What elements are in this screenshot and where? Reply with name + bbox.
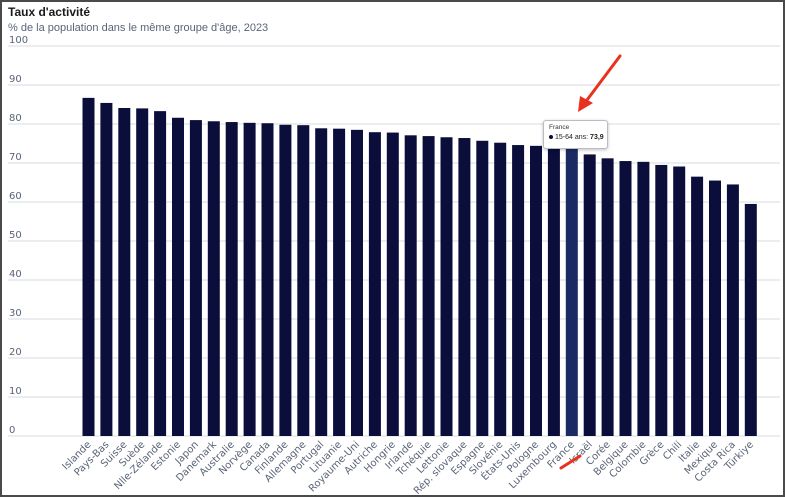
- bar-japon[interactable]: [189, 120, 202, 436]
- bar-autriche[interactable]: [368, 132, 381, 436]
- bar-allemagne[interactable]: [297, 125, 310, 437]
- y-tick-label: 90: [9, 74, 22, 85]
- bar-estonie[interactable]: [172, 117, 184, 436]
- bar-belgique[interactable]: [619, 161, 632, 437]
- bar-cor-e[interactable]: [601, 158, 614, 436]
- y-tick-label: 100: [9, 35, 28, 46]
- y-tick-label: 70: [9, 152, 22, 163]
- bar-su-de[interactable]: [136, 108, 149, 437]
- bar-gr-ce[interactable]: [655, 164, 668, 436]
- bar-nlle-z-lande[interactable]: [154, 111, 167, 436]
- y-tick-label: 20: [9, 347, 22, 358]
- bar-pays-bas[interactable]: [100, 102, 113, 436]
- bar-suisse[interactable]: [118, 108, 131, 436]
- bar-islande[interactable]: [82, 97, 95, 437]
- bar-espagne[interactable]: [476, 140, 489, 436]
- y-tick-label: 40: [9, 269, 22, 280]
- bar-pologne[interactable]: [530, 145, 542, 436]
- bar-irlande[interactable]: [404, 135, 417, 436]
- bar-colombie[interactable]: [637, 161, 650, 436]
- y-tick-label: 30: [9, 308, 22, 319]
- bar-t-rkiye[interactable]: [744, 203, 757, 436]
- chart-title: Taux d'activité: [8, 5, 90, 19]
- bar-italie[interactable]: [691, 176, 704, 436]
- annotation-underline: [559, 454, 582, 470]
- bar-canada[interactable]: [261, 123, 274, 436]
- bar-norv-ge[interactable]: [243, 122, 256, 436]
- y-axis-ticks: 0 10 20 30 40 50 60 70 80 90 100: [9, 35, 28, 436]
- annotations: [559, 54, 622, 470]
- bar-france[interactable]: [565, 147, 578, 437]
- bar-danemark[interactable]: [207, 121, 220, 437]
- y-tick-label: 10: [9, 386, 22, 397]
- bar-australie[interactable]: [225, 122, 238, 437]
- tooltip-value: 73,9: [590, 134, 604, 141]
- tooltip-series-label: 15-64 ans:: [555, 134, 589, 141]
- x-axis-labels: IslandePays-BasSuisseSuèdeNlle-ZélandeEs…: [60, 438, 755, 497]
- bar-slov-nie[interactable]: [494, 142, 507, 436]
- annotation-arrow-head: [578, 96, 593, 112]
- bar-finlande[interactable]: [279, 124, 292, 436]
- y-tick-label: 50: [9, 230, 22, 241]
- chart-subtitle: % de la population dans le même groupe d…: [8, 22, 269, 34]
- tooltip-series-dot: [549, 135, 553, 140]
- bars: [82, 97, 757, 437]
- bar-hongrie[interactable]: [386, 132, 399, 436]
- annotation-arrow-shaft: [582, 54, 622, 106]
- bar-isra-l[interactable]: [583, 154, 596, 437]
- bar-royaume-uni[interactable]: [351, 129, 363, 436]
- bar-mexique[interactable]: [709, 180, 721, 436]
- bar-costa-rica[interactable]: [726, 184, 739, 436]
- bar--tats-unis[interactable]: [512, 145, 525, 436]
- bar-tch-quie[interactable]: [422, 136, 435, 436]
- bar-luxembourg[interactable]: [547, 147, 560, 436]
- tooltip-body: 15-64 ans: 73,9: [549, 134, 604, 141]
- y-tick-label: 60: [9, 191, 22, 202]
- bar-lettonie[interactable]: [440, 137, 453, 436]
- bar-chili[interactable]: [673, 166, 686, 436]
- y-tick-label: 0: [9, 425, 15, 436]
- bar-r-p-slovaque[interactable]: [458, 138, 471, 437]
- bar-portugal[interactable]: [315, 128, 328, 437]
- y-tick-label: 80: [9, 113, 22, 124]
- bar-lituanie[interactable]: [333, 128, 346, 436]
- tooltip-country: France: [549, 124, 570, 131]
- tooltip: France 15-64 ans: 73,9: [543, 120, 608, 149]
